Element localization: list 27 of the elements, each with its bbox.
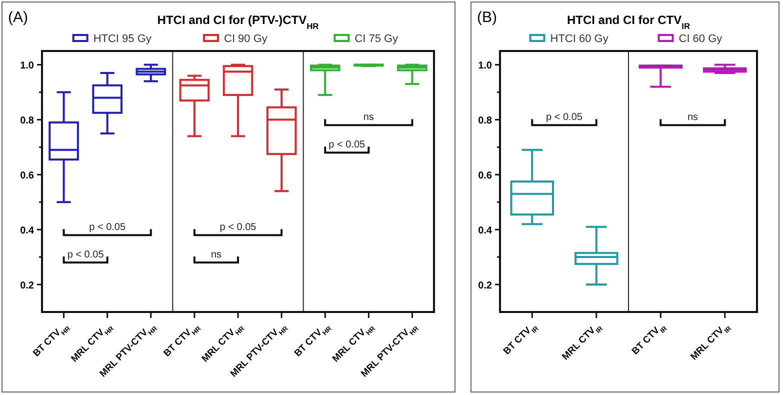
y-tick-label: 0.8: [478, 116, 492, 127]
y-tick-label: 0.2: [478, 280, 492, 292]
annotation: ns: [363, 112, 374, 124]
annotation: p < 0.05: [220, 222, 257, 234]
legend-label: CI 90 Gy: [224, 33, 268, 45]
legend-label: HTCI 95 Gy: [93, 33, 152, 45]
y-tick-label: 0.6: [478, 170, 492, 182]
y-tick-label: 1.0: [20, 60, 34, 72]
legend-label: CI 75 Gy: [354, 33, 399, 45]
legend-label: CI 60 Gy: [678, 33, 723, 45]
y-tick-label: 0.6: [20, 170, 34, 182]
annotation: ns: [687, 112, 698, 124]
y-tick-label: 0.8: [20, 116, 34, 127]
chart-title: HTCI and CI for CTV$_{IR}$: [566, 13, 690, 31]
y-tick-label: 1.0: [478, 60, 492, 72]
y-tick-label: 0.4: [20, 226, 34, 237]
chart-subtitle: (A): [8, 9, 28, 26]
y-tick-label: 0.4: [478, 226, 492, 237]
y-tick-label: 0.2: [20, 280, 34, 292]
annotation: p < 0.05: [546, 112, 583, 124]
annotation: p < 0.05: [89, 222, 126, 234]
chart-subtitle: (B): [477, 9, 497, 26]
legend-label: HTCI 60 Gy: [550, 33, 609, 45]
chart-title: HTCI and CI for (PTV-)CTV$_{HR}$: [157, 13, 319, 31]
annotation: p < 0.05: [67, 250, 104, 261]
annotation: ns: [210, 250, 222, 261]
annotation: p < 0.05: [328, 140, 366, 151]
